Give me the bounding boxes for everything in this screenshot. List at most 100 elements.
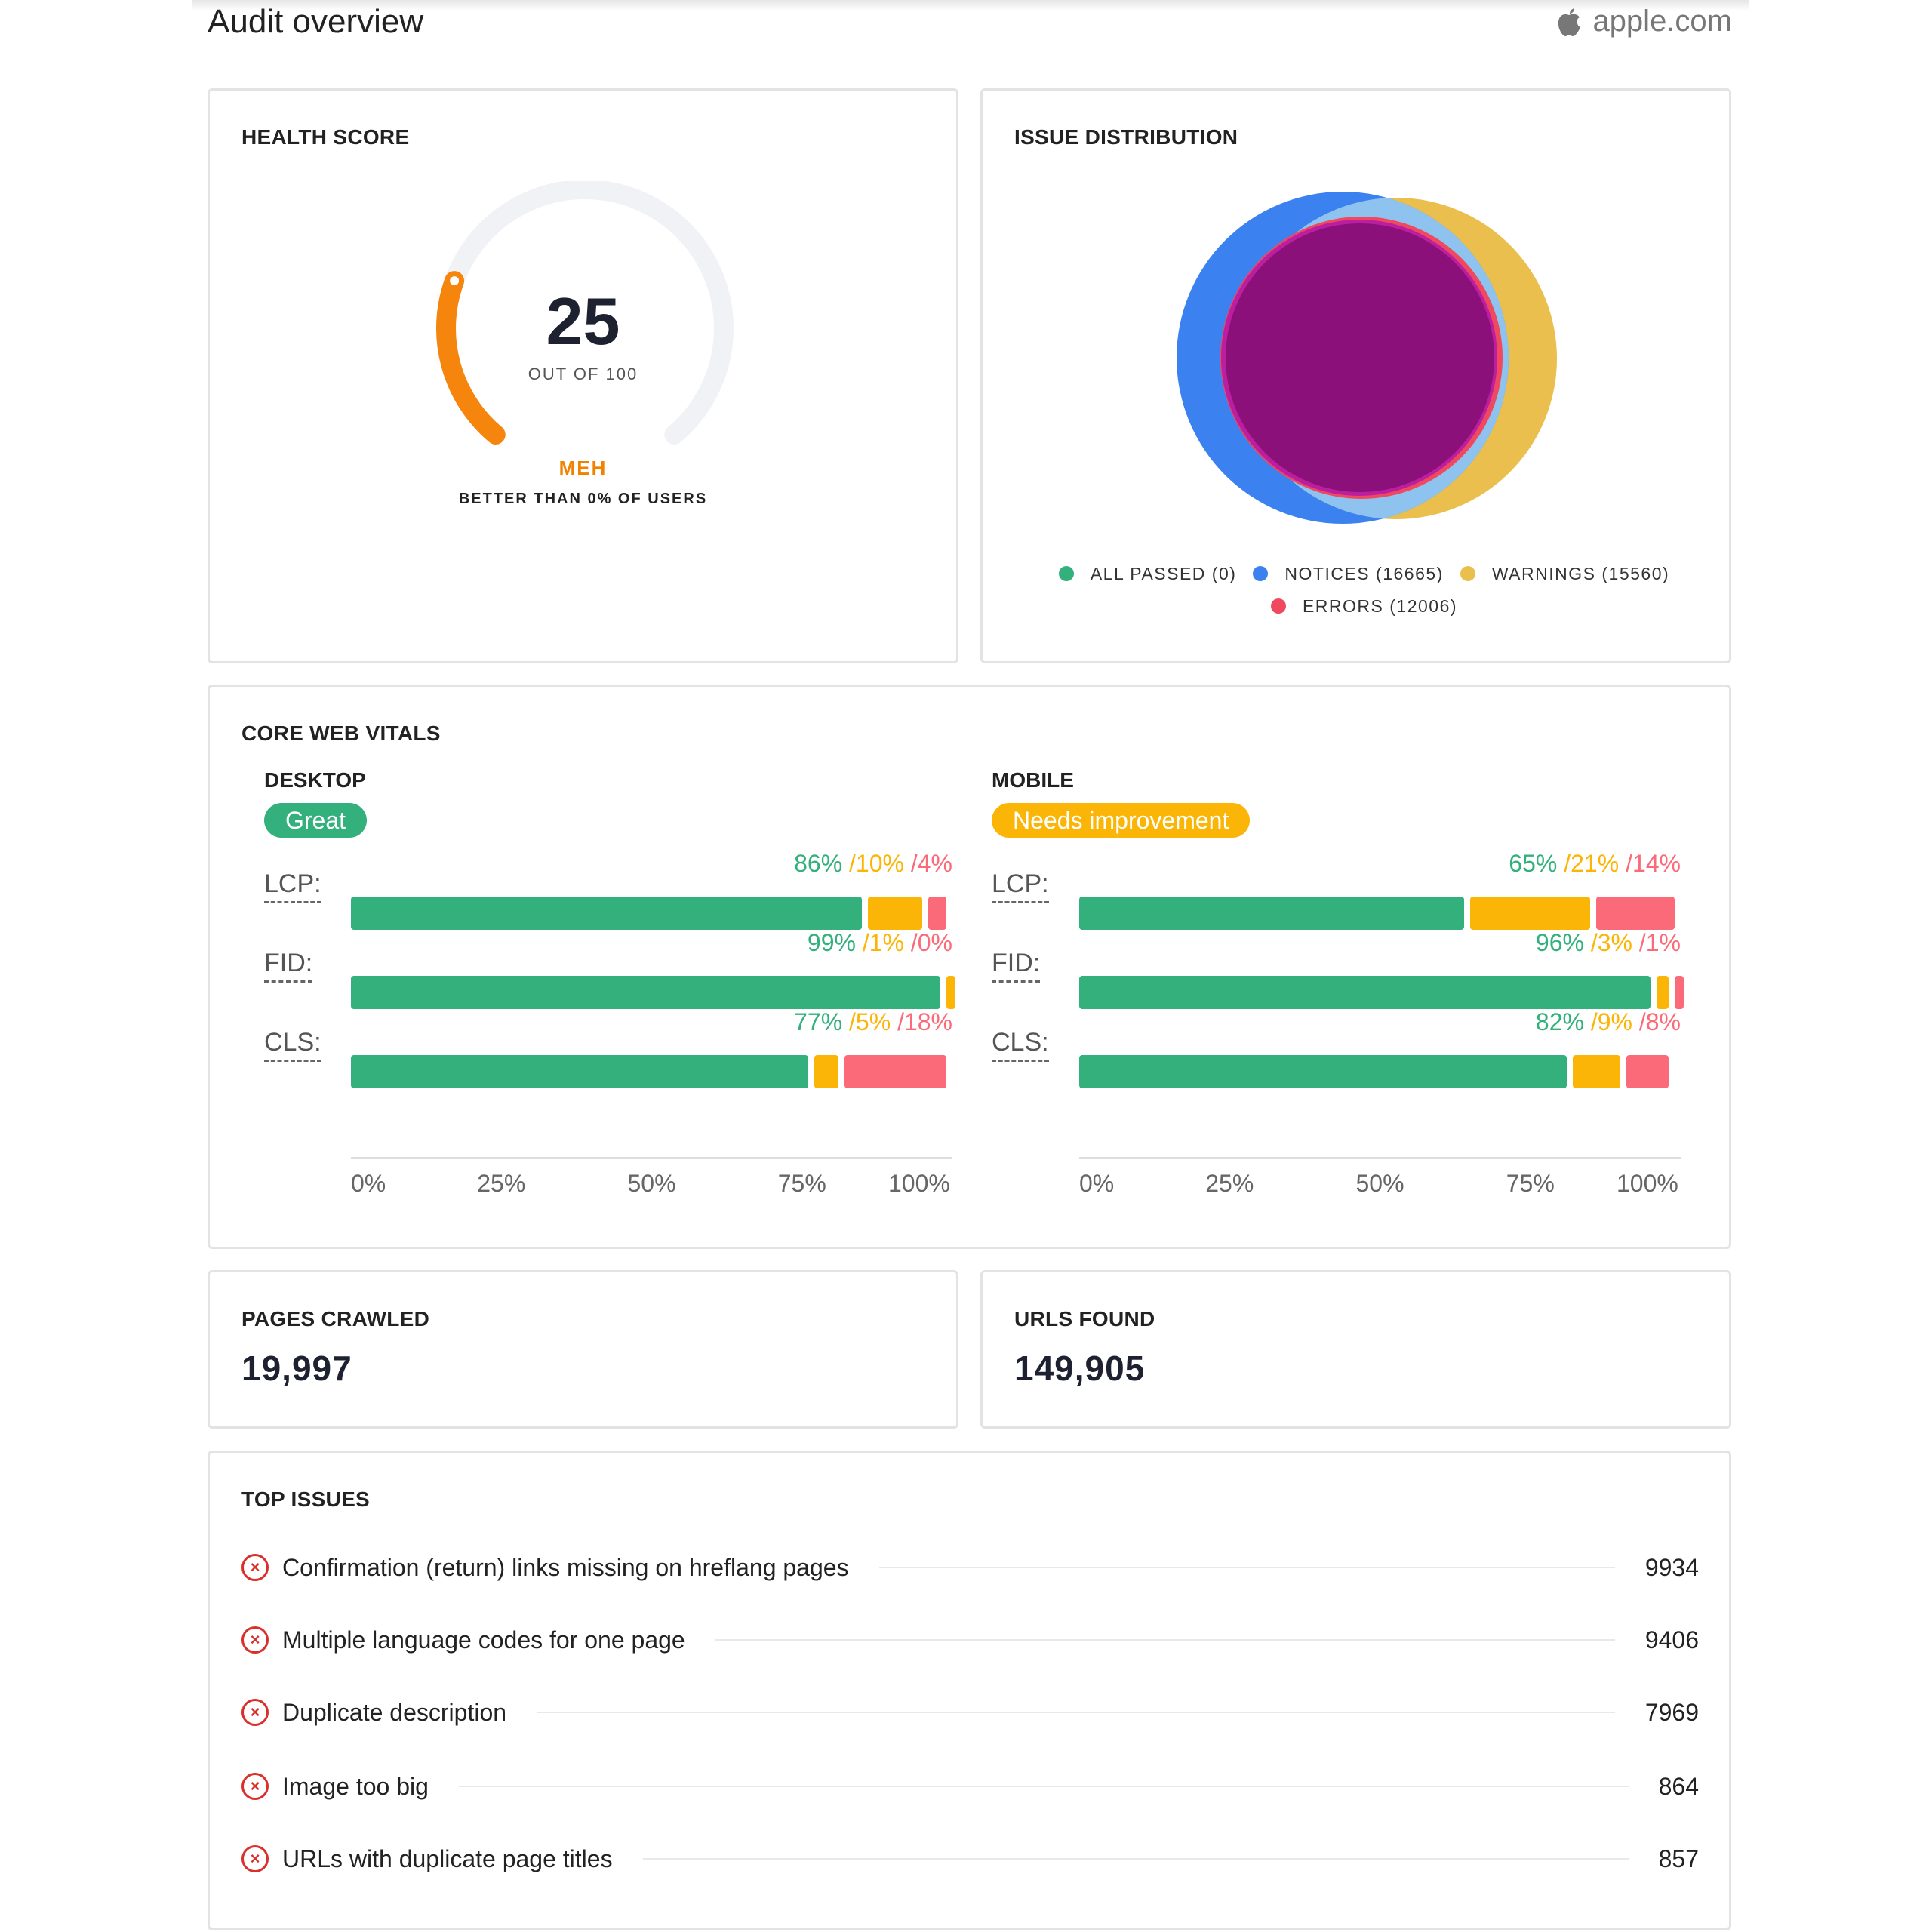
issue-leader-line [458, 1786, 1629, 1787]
axis-tick-label: 100% [888, 1170, 950, 1197]
issue-row[interactable]: × Multiple language codes for one page 9… [242, 1621, 1699, 1659]
bar-needs-improvement[interactable] [1470, 897, 1591, 930]
bar-good[interactable] [351, 976, 941, 1009]
metric-percentages: 65% /21% /14% [1079, 850, 1681, 878]
urls-found-value: 149,905 [1014, 1349, 1146, 1388]
health-gauge [436, 181, 734, 445]
page-title: Audit overview [208, 3, 424, 40]
axis-tick-label: 75% [1506, 1170, 1555, 1197]
pages-crawled-value: 19,997 [242, 1349, 352, 1388]
issue-count: 7969 [1644, 1698, 1699, 1726]
pct-needs-improvement: /21% [1557, 850, 1620, 877]
bar-needs-improvement[interactable] [814, 1055, 838, 1088]
metric-label-fid[interactable]: FID: [992, 949, 1041, 983]
desktop-status-badge: Great [264, 803, 368, 838]
health-better-than: BETTER THAN 0% OF USERS [458, 491, 708, 507]
metric-percentages: 86% /10% /4% [351, 850, 952, 878]
pct-poor: /18% [891, 1008, 952, 1035]
core-web-vitals-title: CORE WEB VITALS [242, 721, 441, 745]
metric-percentages: 99% /1% /0% [351, 929, 952, 957]
bar-good[interactable] [351, 897, 863, 930]
bar-good[interactable] [1079, 976, 1651, 1009]
axis-tick-label: 50% [627, 1170, 676, 1197]
pct-needs-improvement: /9% [1583, 1008, 1632, 1035]
metric-percentages: 82% /9% /8% [1079, 1008, 1681, 1036]
issue-label[interactable]: Multiple language codes for one page [282, 1626, 685, 1654]
bar-needs-improvement[interactable] [946, 976, 956, 1009]
pct-needs-improvement: /3% [1583, 929, 1632, 956]
issue-row[interactable]: × URLs with duplicate page titles 857 [242, 1840, 1699, 1878]
issue-label[interactable]: Image too big [282, 1772, 429, 1800]
pct-good: 96% [1535, 929, 1584, 956]
issue-label[interactable]: URLs with duplicate page titles [282, 1844, 613, 1872]
bar-poor[interactable] [1626, 1055, 1669, 1088]
axis-tick-label: 25% [1205, 1170, 1254, 1197]
top-issues-title: TOP ISSUES [242, 1487, 371, 1511]
pct-poor: /4% [903, 850, 952, 877]
pct-good: 82% [1535, 1008, 1584, 1035]
axis-tick-label: 50% [1355, 1170, 1404, 1197]
issue-row[interactable]: × Duplicate description 7969 [242, 1694, 1699, 1731]
health-rating: MEH [558, 457, 608, 479]
pct-good: 86% [794, 850, 843, 877]
error-circle-icon: × [242, 1699, 269, 1726]
issue-label[interactable]: Duplicate description [282, 1698, 507, 1726]
gauge-end-dot [450, 276, 460, 286]
bar-needs-improvement[interactable] [1572, 1055, 1621, 1088]
error-circle-icon: × [242, 1845, 269, 1872]
venn-legend-row-2: ERRORS (12006) [983, 596, 1729, 617]
pages-crawled-title: PAGES CRAWLED [242, 1307, 430, 1331]
pct-needs-improvement: /5% [842, 1008, 891, 1035]
issue-row[interactable]: × Image too big 864 [242, 1767, 1699, 1805]
axis-line [1079, 1157, 1681, 1159]
urls-found-card: URLS FOUND 149,905 [980, 1270, 1731, 1429]
legend-all-passed: ALL PASSED (0) [1090, 564, 1237, 583]
pct-poor: /0% [903, 929, 952, 956]
urls-found-title: URLS FOUND [1014, 1307, 1155, 1331]
bar-poor[interactable] [928, 897, 946, 930]
domain-label: apple.com [1592, 5, 1732, 38]
desktop-label: DESKTOP [264, 768, 366, 792]
site-domain[interactable]: apple.com [1556, 5, 1732, 38]
bar-good[interactable] [1079, 897, 1465, 930]
issue-row[interactable]: × Confirmation (return) links missing on… [242, 1549, 1699, 1586]
issue-leader-line [642, 1858, 1629, 1860]
bar-poor[interactable] [1675, 976, 1684, 1009]
issue-count: 9406 [1644, 1626, 1699, 1654]
issue-distribution-card: ISSUE DISTRIBUTION ALL PASSED (0) NOTICES… [980, 88, 1731, 663]
pct-poor: /14% [1619, 850, 1681, 877]
bar-good[interactable] [351, 1055, 808, 1088]
legend-notices: NOTICES (16665) [1284, 564, 1444, 583]
metric-percentages: 96% /3% /1% [1079, 929, 1681, 957]
axis-line [351, 1157, 952, 1159]
pct-poor: /8% [1632, 1008, 1681, 1035]
issue-leader-line [715, 1639, 1615, 1641]
legend-dot-warnings [1460, 566, 1475, 581]
apple-logo-icon [1558, 8, 1581, 36]
health-score-out-of: OUT OF 100 [528, 365, 638, 383]
legend-errors: ERRORS (12006) [1302, 596, 1458, 616]
venn-legend-row-1: ALL PASSED (0) NOTICES (16665) WARNINGS (1… [983, 564, 1729, 584]
issue-count: 9934 [1644, 1553, 1699, 1581]
bar-poor[interactable] [1596, 897, 1675, 930]
health-score-title: HEALTH SCORE [242, 125, 410, 149]
metric-label-lcp[interactable]: LCP: [992, 869, 1049, 903]
bar-good[interactable] [1079, 1055, 1567, 1088]
metric-label-cls[interactable]: CLS: [992, 1028, 1049, 1062]
axis-tick-label: 75% [777, 1170, 826, 1197]
gauge-fill [436, 271, 506, 445]
pct-good: 77% [794, 1008, 843, 1035]
bar-needs-improvement[interactable] [1657, 976, 1669, 1009]
metric-label-lcp[interactable]: LCP: [264, 869, 321, 903]
axis-tick-label: 0% [351, 1170, 386, 1197]
issue-label[interactable]: Confirmation (return) links missing on h… [282, 1553, 849, 1581]
health-score-value: 25 [546, 284, 620, 358]
legend-dot-errors [1270, 598, 1286, 614]
metric-label-cls[interactable]: CLS: [264, 1028, 321, 1062]
metric-label-fid[interactable]: FID: [264, 949, 313, 983]
pct-needs-improvement: /1% [855, 929, 904, 956]
axis-tick-label: 100% [1617, 1170, 1678, 1197]
bar-needs-improvement[interactable] [868, 897, 923, 930]
legend-dot-passed [1058, 566, 1074, 581]
bar-poor[interactable] [844, 1055, 946, 1088]
